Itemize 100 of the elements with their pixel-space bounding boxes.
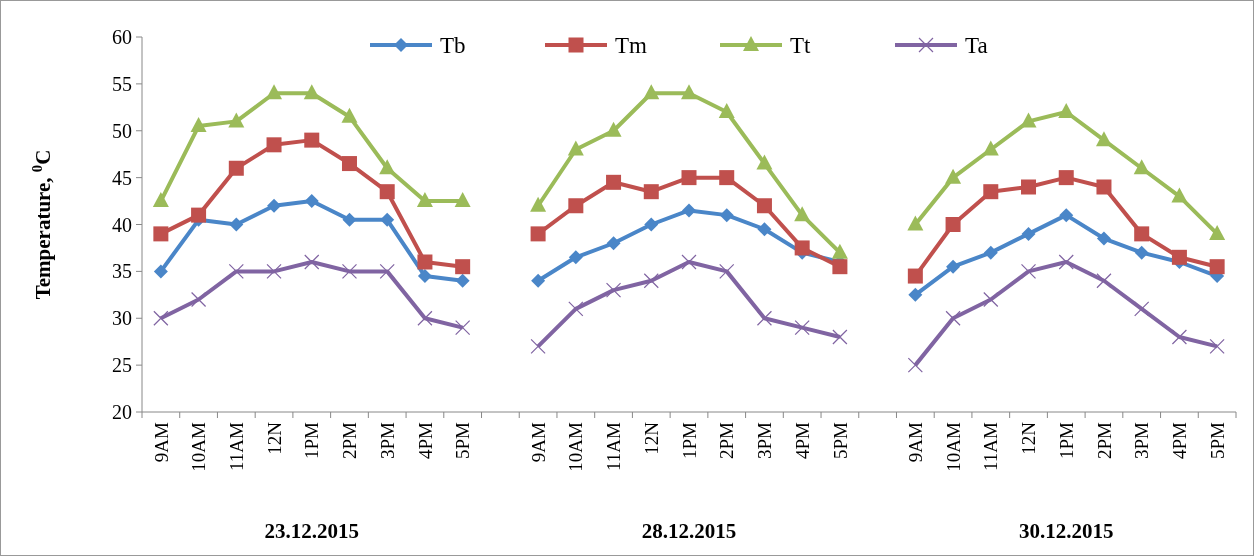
point (756, 154, 773, 170)
point (267, 198, 282, 213)
x-tick-label: 11AM (225, 421, 247, 471)
point (643, 84, 660, 100)
x-tick-label: 10AM (188, 421, 210, 472)
point (379, 159, 396, 175)
x-tick-label: 1PM (1055, 421, 1077, 459)
point (644, 217, 659, 232)
point (455, 320, 471, 336)
point (530, 226, 546, 242)
point (1058, 170, 1074, 186)
point (832, 259, 848, 275)
point (190, 291, 207, 308)
point (719, 208, 734, 223)
point (681, 84, 697, 100)
x-tick-label: 4PM (414, 421, 436, 459)
x-tick-label: 5PM (1206, 421, 1228, 459)
x-tick-label: 3PM (754, 421, 776, 459)
point (794, 206, 811, 222)
point (228, 160, 244, 176)
point (304, 254, 320, 270)
point (681, 254, 697, 270)
point (531, 273, 546, 288)
point (304, 132, 320, 148)
x-tick-label: 11AM (603, 421, 625, 471)
point (228, 263, 244, 279)
x-tick-label: 4PM (791, 421, 813, 459)
point (530, 338, 546, 354)
point (304, 194, 319, 209)
point (1021, 226, 1036, 241)
y-tick-label: 25 (112, 354, 132, 377)
point (718, 103, 735, 118)
y-tick-label: 50 (112, 119, 132, 142)
point (568, 250, 583, 265)
y-tick-label: 20 (112, 401, 132, 423)
point (681, 170, 697, 186)
text: 30.12.2015 (1018, 519, 1114, 543)
point (1020, 112, 1037, 128)
y-tick-label: 35 (112, 260, 132, 283)
point (907, 357, 923, 373)
point (1020, 263, 1037, 279)
point (1209, 338, 1225, 354)
point (982, 140, 999, 156)
point (756, 310, 773, 326)
x-tick-label: 10AM (942, 421, 964, 472)
x-tick-label: 10AM (565, 421, 587, 472)
x-tick-label: 1PM (301, 421, 323, 459)
point (831, 243, 848, 259)
point (907, 215, 924, 231)
point (908, 287, 923, 302)
point (380, 212, 395, 227)
point (568, 198, 584, 214)
text: 28.12.2015 (641, 519, 737, 543)
point (341, 263, 358, 279)
x-tick-label: 12N (1018, 421, 1040, 455)
legend-label: Ta (965, 33, 988, 59)
x-tick-label: 9AM (150, 421, 172, 463)
point (1171, 249, 1187, 265)
point (1059, 208, 1074, 223)
point (983, 245, 998, 260)
point (152, 192, 169, 208)
point (266, 263, 282, 279)
point (1058, 103, 1075, 118)
point (605, 282, 622, 298)
point (719, 263, 735, 279)
y-tick-label: 45 (112, 166, 132, 189)
x-tick-label: 2PM (339, 421, 361, 459)
point (1096, 179, 1112, 195)
y-tick-label: 40 (112, 213, 132, 236)
point (379, 184, 395, 200)
point (1096, 273, 1112, 289)
point (455, 273, 470, 288)
point (1171, 329, 1188, 345)
point (342, 212, 357, 227)
x-tick-label: 9AM (904, 421, 926, 463)
point (907, 268, 923, 284)
x-tick-label: 4PM (1169, 421, 1191, 459)
legend-label: Tt (790, 33, 812, 59)
point (1134, 226, 1150, 242)
legend-label: Tb (440, 33, 466, 59)
point (454, 192, 471, 208)
point (530, 196, 547, 212)
point (266, 84, 283, 100)
point (455, 259, 471, 275)
point (757, 222, 772, 237)
x-tick-label: 1PM (678, 421, 700, 459)
point (379, 263, 395, 279)
point (1095, 131, 1112, 147)
point (719, 170, 735, 186)
point (606, 236, 621, 251)
x-tick-label: 5PM (829, 421, 851, 459)
point (417, 269, 432, 284)
point (303, 84, 320, 100)
point (190, 117, 207, 133)
point (417, 254, 433, 270)
point (1209, 224, 1226, 240)
point (983, 291, 999, 308)
x-tick-label: 3PM (376, 421, 398, 459)
point (153, 264, 168, 279)
point (946, 259, 961, 274)
